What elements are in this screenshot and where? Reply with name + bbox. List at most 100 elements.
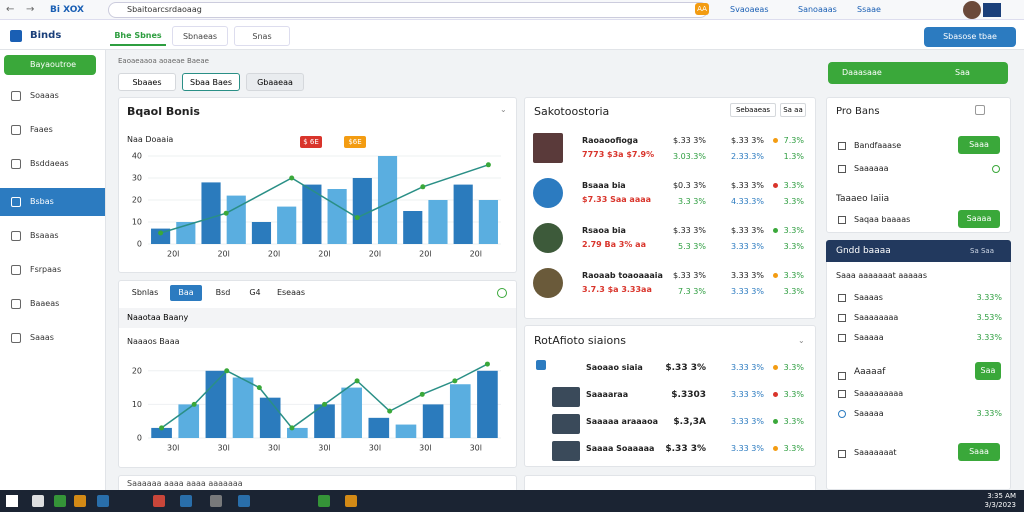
taskbar-app[interactable] xyxy=(318,495,330,507)
taskbar-app[interactable] xyxy=(97,495,109,507)
taskbar-app[interactable] xyxy=(32,495,44,507)
sidebar-item[interactable]: Bsddaeas xyxy=(30,159,69,168)
primary-button[interactable]: Daaasaae xyxy=(828,62,1008,84)
main-tab[interactable]: Gbaaeaa xyxy=(246,73,304,91)
row-value: 3.33% xyxy=(976,333,1002,342)
browser-tab[interactable]: Bi XOXI xyxy=(50,5,84,15)
start-button[interactable] xyxy=(6,495,18,507)
taskbar-app[interactable] xyxy=(153,495,165,507)
row-icon xyxy=(838,165,846,173)
forward-button[interactable]: → xyxy=(26,4,35,15)
taskbar-app[interactable] xyxy=(210,495,222,507)
main-tab[interactable]: Sbaaes xyxy=(118,73,176,91)
refresh-icon[interactable] xyxy=(497,288,507,298)
row-icon xyxy=(838,216,846,224)
panel-tab[interactable]: Sbnlas xyxy=(131,288,159,297)
station-value: 3.33 3% xyxy=(730,363,764,372)
panel-tab[interactable]: Eseaas xyxy=(276,288,306,297)
trend-dot xyxy=(773,273,778,278)
browser-button[interactable]: Sanoaaas xyxy=(798,5,837,14)
taskbar-app[interactable] xyxy=(180,495,192,507)
icon-button[interactable] xyxy=(975,105,985,115)
sidebar-button[interactable]: Bayaoutroe xyxy=(4,55,96,75)
profile-button[interactable] xyxy=(983,3,1001,17)
avatar xyxy=(533,268,563,298)
status-icon xyxy=(992,165,1000,173)
browser-button[interactable]: Ssaae xyxy=(857,5,881,14)
trend-point xyxy=(223,210,229,216)
bar xyxy=(428,200,448,244)
panel-button[interactable]: Sebaaeas xyxy=(730,103,776,117)
dark-tag: Sa Saa xyxy=(970,247,994,255)
action-button[interactable]: Sbasose tbae xyxy=(924,27,1016,47)
taskbar-app[interactable] xyxy=(74,495,86,507)
y-tick-label: 10 xyxy=(132,400,142,409)
station-value: 3.3% xyxy=(783,444,804,453)
app-tab[interactable]: Sbnaeas xyxy=(172,26,228,46)
station-value: $.3,3A xyxy=(673,417,706,427)
section-title: Saaa aaaaaaat aaaaas xyxy=(836,271,928,280)
stock-sub: 3.7.3 $a 3.33aa xyxy=(582,285,652,294)
sidebar xyxy=(0,50,106,490)
x-tick-label: 30l xyxy=(167,444,179,453)
main-tab[interactable]: Sbaa Baes xyxy=(182,73,240,91)
panel xyxy=(524,97,816,319)
stock-value: $.33 3% xyxy=(730,181,764,190)
row-name: Saaaaa xyxy=(854,409,884,418)
x-tick-label: 20l xyxy=(318,250,330,259)
row-icon xyxy=(838,390,846,398)
taskbar-app[interactable] xyxy=(54,495,66,507)
avatar xyxy=(533,133,563,163)
sidebar-item[interactable]: Faaes xyxy=(30,125,53,134)
sidebar-item[interactable]: Baaeas xyxy=(30,299,60,308)
row-button[interactable]: Saaa xyxy=(958,443,1000,461)
row-button[interactable]: Saa xyxy=(975,362,1001,380)
stock-sub: 2.79 Ba 3% aa xyxy=(582,240,646,249)
sidebar-item[interactable]: Fsrpaas xyxy=(30,265,62,274)
panel-tab[interactable]: G4 xyxy=(249,288,261,297)
stock-value: 4.33.3% xyxy=(730,197,764,206)
x-tick-label: 30l xyxy=(268,444,280,453)
sidebar-item[interactable]: Saaas xyxy=(30,333,54,342)
row-icon xyxy=(838,334,846,342)
sidebar-item[interactable]: Bsaaas xyxy=(30,231,59,240)
app-tab[interactable]: Snas xyxy=(234,26,290,46)
trend-point xyxy=(322,401,327,407)
trend-point xyxy=(354,378,360,384)
panel-title: Sakotoostoria xyxy=(534,105,610,118)
app-tab[interactable]: Bhe Sbnes xyxy=(110,26,166,46)
stock-value: 3.3% xyxy=(783,226,804,235)
panel-button[interactable]: Sa aa xyxy=(780,103,806,117)
stock-value: $.33 3% xyxy=(672,271,706,280)
sidebar-item[interactable]: Bsbas xyxy=(0,188,105,216)
panel-title: RotAfioto siaions xyxy=(534,334,626,347)
bar xyxy=(277,206,297,244)
panel-tab[interactable]: Bsd xyxy=(215,288,231,297)
panel-tab[interactable]: Baa xyxy=(170,285,202,301)
row-button[interactable]: Saaa xyxy=(958,136,1000,154)
sidebar-icon xyxy=(11,91,21,101)
chart-label: Naa Doaaia xyxy=(127,135,174,144)
row-button[interactable]: Saaaa xyxy=(958,210,1000,228)
taskbar-app[interactable] xyxy=(345,495,357,507)
stock-value: 3.33 3% xyxy=(730,271,764,280)
bar xyxy=(226,195,246,244)
stock-value: 3.3% xyxy=(783,271,804,280)
browser-button[interactable]: Svaoaeas xyxy=(730,5,769,14)
back-button[interactable]: ← xyxy=(6,4,15,15)
y-tick-label: 20 xyxy=(132,366,142,375)
row-value: 3.33% xyxy=(976,409,1002,418)
taskbar-app[interactable] xyxy=(238,495,250,507)
chart: 0 10 20 30 40 20l 20l 20l 20l 20l 20l 20l xyxy=(132,152,501,259)
thumbnail xyxy=(552,414,580,434)
sidebar-item[interactable]: Soaaas xyxy=(30,91,59,100)
stock-name: Rsaoa bia xyxy=(582,226,626,235)
bar xyxy=(403,211,423,244)
secondary-button[interactable]: Saa xyxy=(955,68,970,77)
row-name: Saaaas xyxy=(854,293,883,302)
address-bar[interactable]: Sbaitoarcsrdaoaag xyxy=(108,2,708,18)
trend-point xyxy=(191,401,197,407)
y-tick-label: 40 xyxy=(132,152,142,161)
station-value: $.33 3% xyxy=(665,363,706,373)
